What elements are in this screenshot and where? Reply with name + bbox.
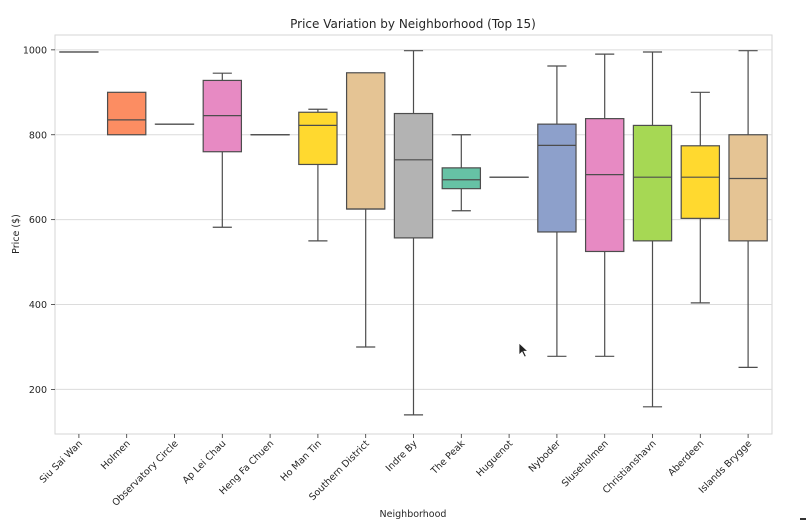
x-tick-label-nyboder: Nyboder (527, 438, 563, 474)
y-tick-label-1000: 1000 (23, 45, 47, 56)
box-ho-man-tin (298, 108, 338, 242)
x-tick-label-huguenot: Huguenot (474, 438, 515, 479)
x-tick-label-the-peak: The Peak (428, 438, 467, 477)
mouse-cursor-icon (518, 342, 530, 358)
x-tick-label-indre-by: Indre By (384, 438, 420, 474)
x-tick-label-siu-sai-wan: Siu Sai Wan (38, 438, 85, 485)
boxes (59, 50, 768, 416)
box-iqr (728, 134, 768, 242)
y-tick-label-200: 200 (29, 385, 47, 396)
box-iqr (537, 123, 577, 233)
box-aberdeen (680, 91, 721, 304)
y-tick-label-800: 800 (29, 130, 47, 141)
box-iqr (584, 118, 625, 253)
y-axis-ticks: 200 400 600 800 1000 (23, 45, 55, 396)
box-iqr (632, 124, 673, 242)
box-iqr (393, 112, 434, 239)
chart-title: Price Variation by Neighborhood (Top 15) (290, 17, 536, 31)
y-tick-label-400: 400 (29, 300, 47, 311)
x-tick-label-aberdeen: Aberdeen (666, 438, 706, 478)
x-axis-label: Neighborhood (380, 509, 447, 520)
box-ap-lei-chau (202, 72, 243, 228)
box-indre-by (393, 50, 434, 416)
box-iqr (298, 111, 338, 166)
x-tick-label-ho-man-tin: Ho Man Tin (279, 438, 324, 483)
x-tick-label-ap-lei-chau: Ap Lei Chau (181, 438, 229, 486)
box-christianshavn (632, 51, 673, 408)
box-nyboder (537, 65, 577, 357)
box-sluseholmen (584, 53, 625, 357)
x-tick-label-holmen: Holmen (99, 438, 133, 472)
box-iqr (441, 167, 482, 190)
box-the-peak (441, 134, 482, 212)
y-axis-label: Price ($) (11, 214, 22, 254)
box-islands-brygge (728, 50, 768, 368)
corner-mark (800, 518, 806, 520)
x-tick-label-sluseholmen: Sluseholmen (560, 438, 611, 489)
y-tick-label-600: 600 (29, 215, 47, 226)
box-iqr (680, 145, 721, 219)
box-holmen (106, 91, 147, 136)
box-southern-district (345, 72, 386, 348)
box-iqr (345, 72, 386, 210)
box-iqr (106, 91, 147, 136)
